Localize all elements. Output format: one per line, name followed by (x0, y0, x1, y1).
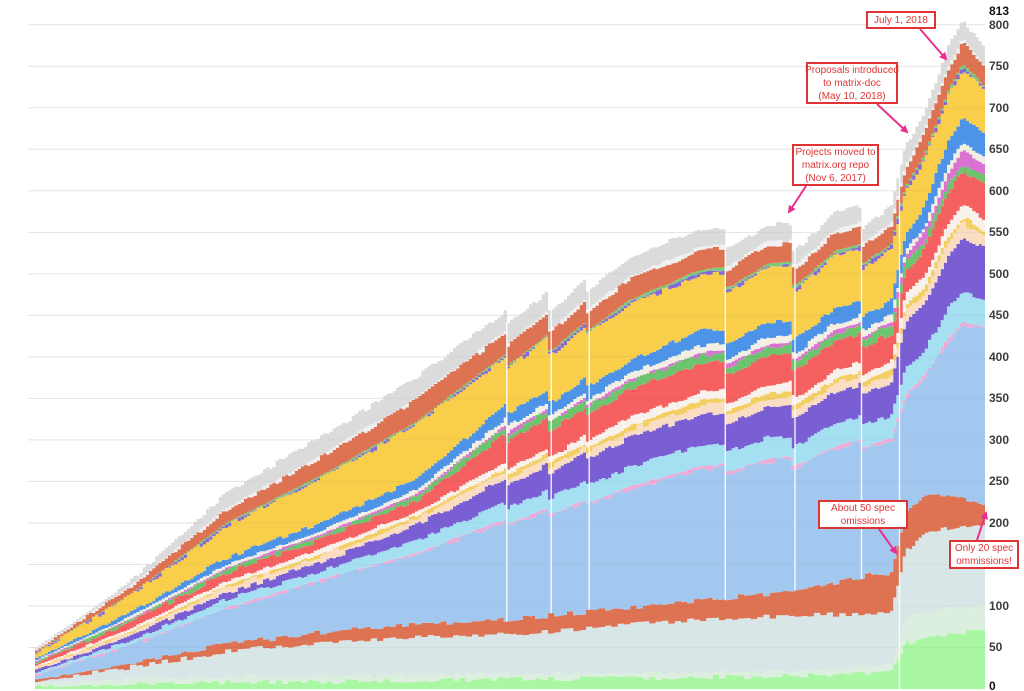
annotation-arrow-about-50-omissions (878, 528, 898, 555)
area-series-pale-green (35, 605, 985, 687)
area-series-terracotta-top (35, 42, 985, 652)
annotation-arrow-proposals-introduced (876, 103, 909, 134)
area-series-pale-bluegray (35, 520, 985, 684)
annotation-arrow-only-20-omissions (976, 511, 988, 541)
area-series-steel-blue (35, 325, 985, 680)
area-series-white-line (35, 39, 985, 651)
area-series-gray-top (35, 21, 985, 650)
annotation-arrow-projects-moved (787, 185, 807, 214)
area-series-green-bottom (35, 629, 985, 689)
annotation-arrow-july-2018 (919, 28, 948, 61)
